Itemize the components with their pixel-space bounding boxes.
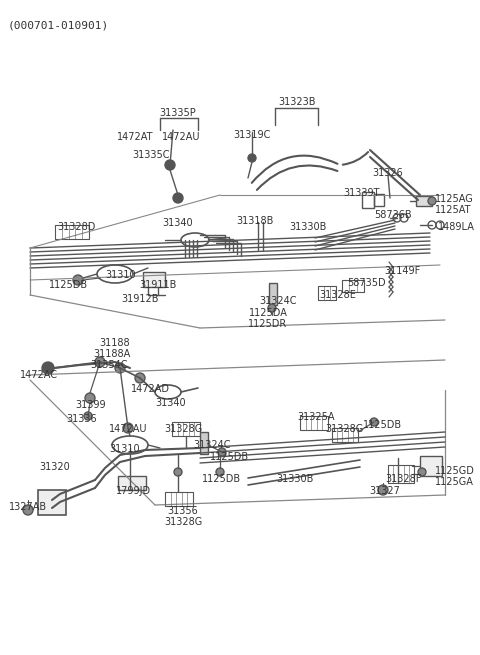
Text: 1472AU: 1472AU bbox=[109, 424, 147, 434]
Circle shape bbox=[115, 363, 125, 373]
Circle shape bbox=[418, 468, 426, 476]
Circle shape bbox=[218, 448, 226, 456]
Bar bbox=[374, 194, 384, 206]
Text: 31354C: 31354C bbox=[90, 360, 128, 370]
Text: 31318B: 31318B bbox=[236, 216, 274, 226]
Text: 31399: 31399 bbox=[76, 400, 106, 410]
Text: 31188A: 31188A bbox=[94, 349, 131, 359]
Text: 31912B: 31912B bbox=[121, 294, 159, 304]
Circle shape bbox=[428, 197, 436, 205]
Circle shape bbox=[268, 304, 276, 312]
Circle shape bbox=[216, 468, 224, 476]
Text: 1125AT: 1125AT bbox=[435, 205, 471, 215]
Bar bbox=[416, 196, 432, 206]
Bar bbox=[118, 476, 146, 490]
Text: 31340: 31340 bbox=[163, 218, 193, 228]
Bar bbox=[362, 192, 374, 208]
Text: 1125AG: 1125AG bbox=[435, 194, 474, 204]
Text: 1327AB: 1327AB bbox=[9, 502, 47, 512]
Text: 1125DR: 1125DR bbox=[248, 319, 288, 329]
Circle shape bbox=[370, 418, 378, 426]
Text: 31330B: 31330B bbox=[276, 474, 314, 484]
Text: 1125GD: 1125GD bbox=[435, 466, 475, 476]
Bar bbox=[165, 492, 193, 506]
Text: 31335C: 31335C bbox=[132, 150, 170, 160]
Text: 31339T: 31339T bbox=[344, 188, 380, 198]
Text: 31328F: 31328F bbox=[385, 474, 421, 484]
Text: 31149F: 31149F bbox=[384, 266, 420, 276]
Text: 31340: 31340 bbox=[156, 398, 186, 408]
Circle shape bbox=[84, 412, 92, 420]
Text: 31330B: 31330B bbox=[289, 222, 327, 232]
Text: 31327: 31327 bbox=[370, 486, 400, 496]
Text: 1472AT: 1472AT bbox=[117, 132, 153, 142]
Circle shape bbox=[85, 393, 95, 403]
Circle shape bbox=[248, 154, 256, 162]
Text: 31310: 31310 bbox=[106, 270, 136, 280]
Text: 31356: 31356 bbox=[168, 506, 198, 516]
Text: 31336: 31336 bbox=[67, 414, 97, 424]
Circle shape bbox=[165, 160, 175, 170]
Text: 31319C: 31319C bbox=[233, 130, 271, 140]
Text: 1125GA: 1125GA bbox=[435, 477, 474, 487]
Bar bbox=[269, 283, 277, 305]
Text: 31324C: 31324C bbox=[193, 440, 231, 450]
Text: 1125DA: 1125DA bbox=[249, 308, 288, 318]
Text: 31335P: 31335P bbox=[160, 108, 196, 118]
Text: 31310: 31310 bbox=[110, 444, 140, 454]
Bar bbox=[420, 456, 442, 476]
Bar bbox=[342, 280, 364, 292]
Text: 31328E: 31328E bbox=[320, 290, 357, 300]
Text: 1125DB: 1125DB bbox=[49, 280, 89, 290]
Circle shape bbox=[378, 485, 388, 495]
Text: 58736B: 58736B bbox=[374, 210, 412, 220]
Text: 31328G: 31328G bbox=[164, 424, 202, 434]
Text: 31325A: 31325A bbox=[297, 412, 335, 422]
Text: 31324C: 31324C bbox=[259, 296, 297, 306]
Text: 31188: 31188 bbox=[100, 338, 130, 348]
Text: 58735D: 58735D bbox=[348, 278, 386, 288]
Circle shape bbox=[23, 505, 33, 515]
Bar bbox=[143, 272, 165, 287]
Circle shape bbox=[173, 193, 183, 203]
Circle shape bbox=[174, 468, 182, 476]
Text: 1125DB: 1125DB bbox=[363, 420, 403, 430]
Text: 1799JD: 1799JD bbox=[117, 486, 152, 496]
Bar bbox=[38, 490, 66, 515]
Bar bbox=[388, 465, 414, 483]
Text: 31326: 31326 bbox=[372, 168, 403, 178]
Text: 1472AU: 1472AU bbox=[162, 132, 200, 142]
Text: 1125DB: 1125DB bbox=[203, 474, 241, 484]
Text: 31328D: 31328D bbox=[57, 222, 95, 232]
Circle shape bbox=[123, 423, 133, 433]
Circle shape bbox=[42, 362, 54, 374]
Circle shape bbox=[135, 373, 145, 383]
Bar bbox=[300, 416, 328, 430]
Text: 31328G: 31328G bbox=[325, 424, 363, 434]
Text: (000701-010901): (000701-010901) bbox=[8, 20, 109, 30]
Text: 1472AC: 1472AC bbox=[20, 370, 58, 380]
Text: 31323B: 31323B bbox=[278, 97, 316, 107]
Circle shape bbox=[95, 357, 105, 367]
Text: 1472AD: 1472AD bbox=[131, 384, 169, 394]
Text: 1489LA: 1489LA bbox=[438, 222, 475, 232]
Text: 31320: 31320 bbox=[40, 462, 71, 472]
Bar bbox=[318, 286, 336, 300]
Bar bbox=[332, 428, 358, 442]
Circle shape bbox=[73, 275, 83, 285]
Bar bbox=[200, 432, 208, 454]
Text: 31911B: 31911B bbox=[139, 280, 177, 290]
Text: 1125DB: 1125DB bbox=[210, 452, 250, 462]
Bar bbox=[55, 225, 89, 239]
Bar bbox=[172, 422, 200, 436]
Text: 31328G: 31328G bbox=[164, 517, 202, 527]
